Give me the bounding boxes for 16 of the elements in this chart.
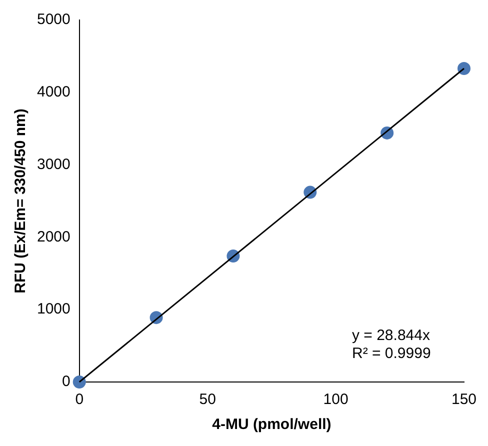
- y-axis-title: RFU (Ex/Em= 330/450 nm): [12, 108, 30, 294]
- x-tick-label: 0: [75, 391, 84, 408]
- x-tick-label: 150: [451, 391, 477, 408]
- y-tick-label: 1000: [36, 300, 70, 318]
- y-tick-label: 5000: [36, 11, 70, 28]
- y-tick-label: 0: [62, 373, 70, 390]
- x-tick-label: 100: [323, 391, 348, 408]
- annotation: R² = 0.9999: [352, 345, 431, 362]
- annotation: y = 28.844x: [352, 327, 430, 344]
- point: [72, 376, 86, 388]
- x-tick-label: 50: [199, 391, 216, 408]
- y-tick-label: 3000: [36, 156, 70, 173]
- point: [458, 62, 470, 76]
- y-tick-label: 4000: [36, 84, 70, 101]
- y-tick-label: 2000: [36, 228, 70, 246]
- x-axis-title: 4-MU (pmol/well): [212, 416, 332, 434]
